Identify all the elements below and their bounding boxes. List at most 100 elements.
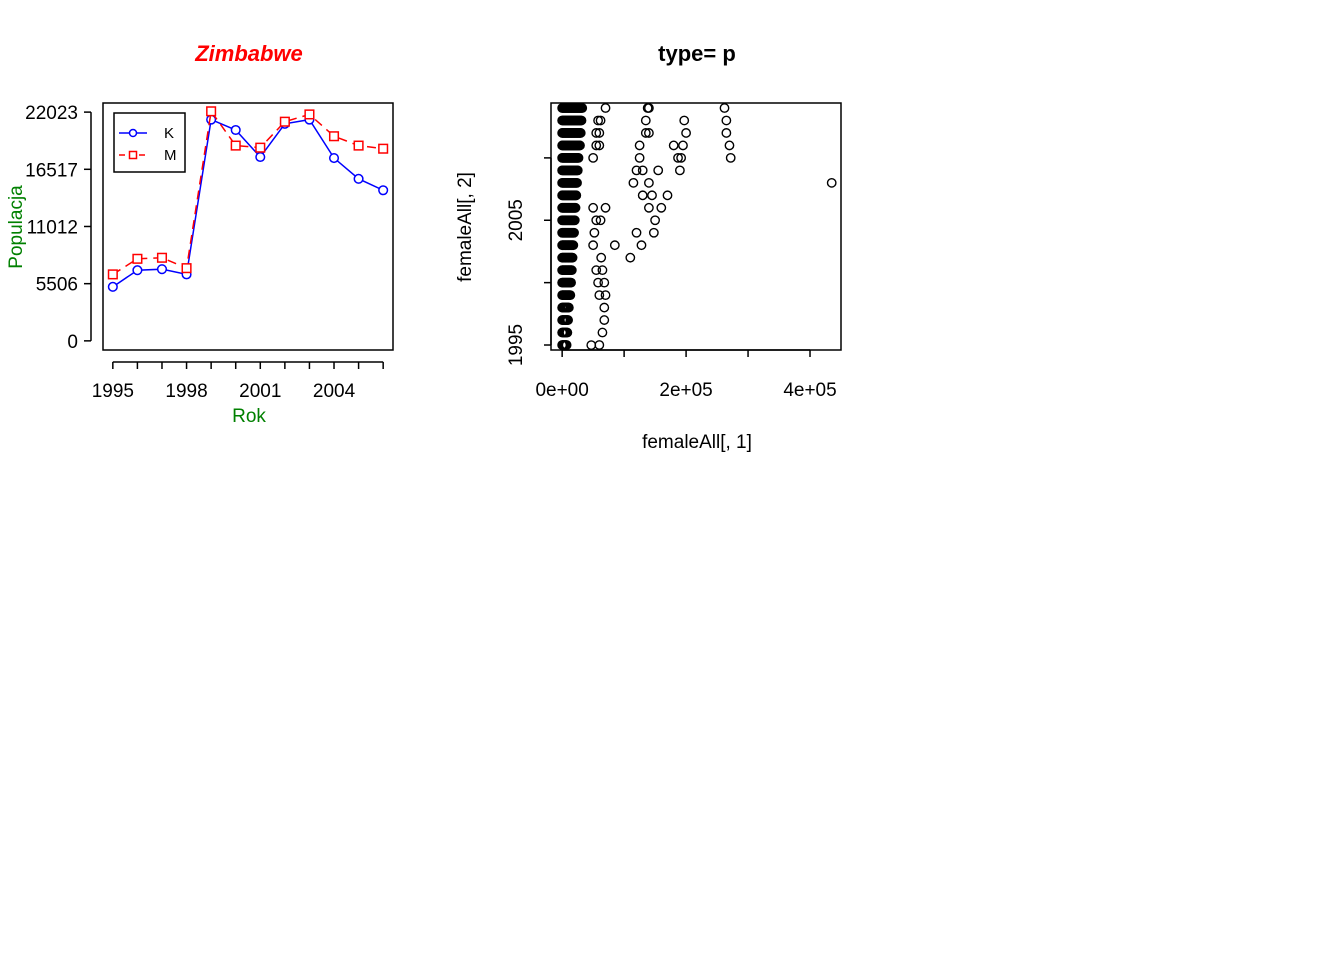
scatter-point [656, 202, 667, 213]
series-group [107, 106, 389, 292]
scatter-point [634, 140, 645, 151]
scatter-point [631, 227, 642, 238]
scatter-point [573, 152, 584, 163]
scatter-point [596, 252, 607, 263]
scatter-point [594, 290, 605, 301]
scatter-point [586, 340, 597, 351]
scatter-point [640, 115, 651, 126]
scatter-point [650, 215, 661, 226]
plot-frame [102, 102, 394, 351]
scatter-point [668, 140, 679, 151]
data-point-M [132, 253, 143, 264]
scatter-point [567, 252, 578, 263]
scatter-point [565, 290, 576, 301]
x-tick-label: 1998 [165, 381, 207, 402]
axes: 1995 1998 2001 2004 0 5506 11012 16517 22023 [25, 103, 384, 402]
legend-marker-K [128, 128, 138, 138]
scatter-point [644, 202, 654, 213]
scatter-point [588, 240, 599, 251]
scatter-point [662, 190, 673, 201]
x-tick-label: 2004 [313, 381, 356, 402]
data-point-K [230, 124, 241, 136]
x-tick-label: 0e+00 [535, 380, 588, 401]
data-point-K [107, 281, 118, 292]
scatter-point [644, 128, 654, 138]
scatter-point [597, 265, 608, 276]
data-point-M [255, 142, 266, 153]
scatter-point [599, 277, 610, 288]
scatter-point [591, 128, 602, 138]
x-tick-label: 1995 [92, 381, 134, 402]
scatter-point [566, 277, 576, 288]
scatter-point [599, 315, 610, 325]
y-tick-label: 0 [67, 332, 78, 353]
scatter-point [644, 177, 654, 188]
scatter-point [600, 103, 611, 113]
scatter-point [595, 115, 606, 126]
scatter-point [628, 177, 639, 188]
scatter-point [563, 302, 574, 313]
scatter-point [595, 215, 606, 226]
scatter-point [676, 152, 687, 163]
data-point-M [181, 263, 192, 274]
scatter-point [571, 190, 582, 201]
x-axis-label: Rok [232, 406, 266, 427]
scatter-point [570, 202, 581, 213]
data-point-K [328, 153, 340, 164]
scatter-point [575, 140, 585, 151]
scatter-point [721, 115, 732, 126]
scatter-point [594, 140, 605, 151]
y-tick-label: 16517 [25, 160, 78, 181]
scatter-point [575, 128, 586, 138]
chart-title: Zimbabwe [194, 41, 303, 66]
scatter-point [724, 140, 735, 151]
scatter-point [681, 128, 691, 138]
data-point-K [378, 185, 389, 196]
scatter-point [568, 240, 579, 251]
scatter-point [637, 190, 648, 201]
data-point-K [255, 151, 266, 163]
line-chart-zimbabwe: Zimbabwe Rok Populacja 1995 1998 2001 2004 0… [6, 41, 394, 427]
legend: KM [113, 112, 186, 173]
data-point-K [132, 265, 143, 276]
scatter-point [826, 177, 837, 188]
scatter-point [591, 215, 602, 226]
legend-box [113, 112, 186, 173]
scatter-point [648, 227, 659, 238]
scatter-point [719, 103, 730, 113]
scatter-point [678, 140, 688, 151]
points-group [557, 103, 837, 351]
scatter-point [725, 152, 736, 163]
y-tick-label: 1995 [506, 324, 527, 366]
data-point-M [156, 252, 168, 263]
data-point-M [230, 140, 241, 151]
scatter-point [569, 215, 580, 226]
data-point-K [156, 264, 168, 275]
scatter-point [640, 128, 651, 138]
legend-marker-M [128, 150, 138, 160]
scatter-point [576, 115, 587, 126]
scatter-point [636, 240, 647, 251]
scatter-point [721, 128, 732, 138]
x-axis-label: femaleAll[, 1] [642, 432, 752, 453]
data-point-M [304, 109, 315, 120]
data-point-M [107, 269, 118, 280]
chart-title: type= p [658, 41, 736, 66]
data-point-K [353, 173, 364, 184]
data-point-M [328, 131, 340, 142]
scatter-point [588, 152, 599, 163]
x-tick-label: 2001 [239, 381, 281, 402]
y-tick-label: 22023 [25, 103, 78, 124]
y-tick-label: 11012 [27, 217, 78, 238]
scatter-point [600, 202, 611, 213]
scatter-point [679, 115, 690, 126]
scatter-point [594, 340, 605, 350]
scatter-point [653, 165, 664, 176]
x-tick-label: 4e+05 [783, 380, 836, 401]
data-point-M [279, 116, 290, 127]
plot-frame [550, 102, 842, 351]
scatter-point [634, 152, 645, 163]
y-axis-label: femaleAll[, 2] [455, 172, 476, 282]
scatter-point [599, 302, 610, 313]
